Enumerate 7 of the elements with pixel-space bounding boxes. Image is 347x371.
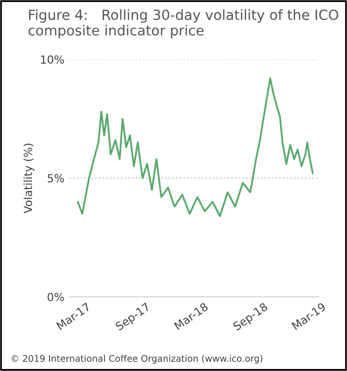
- y-tick-label: 10%: [41, 55, 64, 64]
- line-series: [76, 77, 314, 217]
- y-axis-title: Volatility (%): [24, 144, 34, 214]
- chart-title: Figure 4: Rolling 30-day volatility of the ICO composite indicator price: [28, 9, 338, 38]
- text: © 2019 International Coffee Organization (www.ico.org): [12, 354, 262, 364]
- y-tick-label: 5%: [48, 174, 64, 182]
- y-tick-label: 0%: [48, 292, 64, 302]
